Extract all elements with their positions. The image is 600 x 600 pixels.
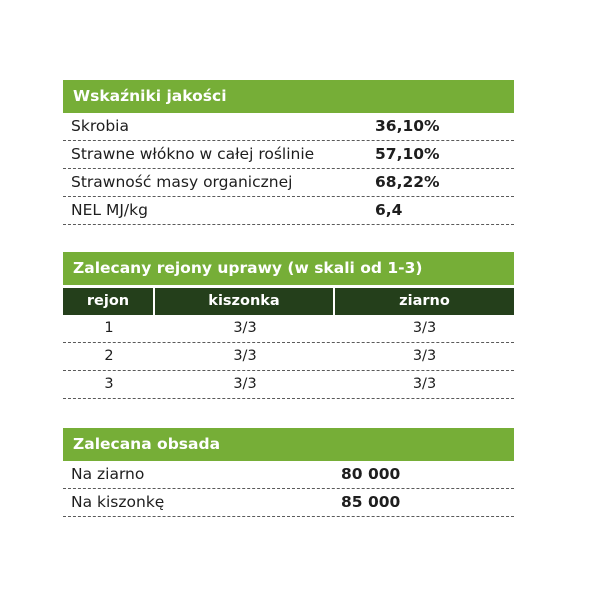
quality-row: Strawne włókno w całej roślinie 57,10%	[63, 141, 514, 169]
table-row: 3 3/3 3/3	[63, 371, 514, 399]
regions-header: Zalecany rejony uprawy (w skali od 1-3)	[63, 252, 514, 285]
table-row: 2 3/3 3/3	[63, 343, 514, 371]
quality-label: Strawne włókno w całej roślinie	[71, 145, 315, 163]
quality-row: Strawność masy organicznej 68,22%	[63, 169, 514, 197]
quality-section: Wskaźniki jakości Skrobia 36,10% Strawne…	[63, 80, 514, 225]
quality-label: Strawność masy organicznej	[71, 173, 293, 191]
density-row: Na ziarno 80 000	[63, 461, 514, 489]
table-row: 1 3/3 3/3	[63, 315, 514, 343]
quality-value: 36,10%	[375, 117, 440, 135]
quality-value: 6,4	[375, 201, 403, 219]
column-header-kiszonka: kiszonka	[155, 288, 333, 315]
cell-ziarno: 3/3	[412, 320, 437, 336]
cell-ziarno: 3/3	[412, 348, 437, 364]
density-label: Na kiszonkę	[71, 493, 165, 511]
density-label: Na ziarno	[71, 465, 145, 483]
density-row: Na kiszonkę 85 000	[63, 489, 514, 517]
column-header-rejon: rejon	[63, 288, 153, 315]
quality-label: NEL MJ/kg	[71, 201, 148, 219]
regions-section: Zalecany rejony uprawy (w skali od 1-3) …	[63, 252, 514, 399]
quality-row: Skrobia 36,10%	[63, 113, 514, 141]
quality-value: 57,10%	[375, 145, 440, 163]
cell-rejon: 3	[104, 376, 114, 392]
quality-row: NEL MJ/kg 6,4	[63, 197, 514, 225]
density-value: 80 000	[341, 465, 401, 483]
cell-rejon: 1	[104, 320, 114, 336]
quality-value: 68,22%	[375, 173, 440, 191]
density-value: 85 000	[341, 493, 401, 511]
quality-label: Skrobia	[71, 117, 129, 135]
density-section: Zalecana obsada Na ziarno 80 000 Na kisz…	[63, 428, 514, 517]
cell-kiszonka: 3/3	[233, 348, 257, 364]
cell-rejon: 2	[104, 348, 114, 364]
cell-kiszonka: 3/3	[233, 320, 257, 336]
regions-column-headers: rejon kiszonka ziarno	[63, 288, 514, 315]
cell-kiszonka: 3/3	[233, 376, 257, 392]
density-header: Zalecana obsada	[63, 428, 514, 461]
column-header-ziarno: ziarno	[335, 288, 514, 315]
quality-header: Wskaźniki jakości	[63, 80, 514, 113]
cell-ziarno: 3/3	[412, 376, 437, 392]
